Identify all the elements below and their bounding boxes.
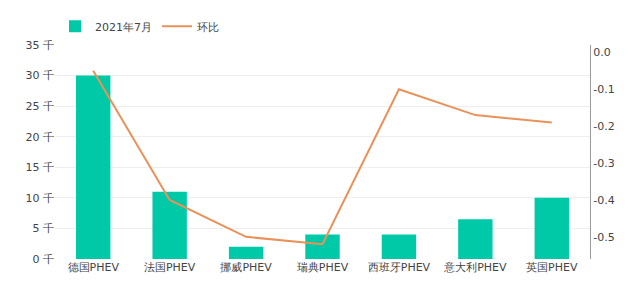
svg-text:0.0: 0.0 xyxy=(593,46,611,59)
svg-text:德国PHEV: 德国PHEV xyxy=(68,261,120,274)
svg-text:10 千: 10 千 xyxy=(26,192,55,205)
svg-text:意大利PHEV: 意大利PHEV xyxy=(443,261,507,274)
svg-text:15 千: 15 千 xyxy=(26,161,55,174)
svg-text:-0.1: -0.1 xyxy=(593,83,614,96)
svg-text:-0.4: -0.4 xyxy=(593,194,614,207)
svg-text:瑞典PHEV: 瑞典PHEV xyxy=(297,261,349,274)
svg-text:35 千: 35 千 xyxy=(26,39,55,52)
svg-text:英国PHEV: 英国PHEV xyxy=(526,261,578,274)
svg-text:25 千: 25 千 xyxy=(26,100,55,113)
svg-text:-0.2: -0.2 xyxy=(593,120,614,133)
svg-text:环比: 环比 xyxy=(197,21,219,34)
svg-text:挪威PHEV: 挪威PHEV xyxy=(220,261,272,274)
svg-text:-0.3: -0.3 xyxy=(593,157,614,170)
svg-text:西班牙PHEV: 西班牙PHEV xyxy=(368,261,431,274)
svg-text:-0.5: -0.5 xyxy=(593,231,614,244)
svg-text:0 千: 0 千 xyxy=(33,253,55,266)
svg-text:法国PHEV: 法国PHEV xyxy=(144,261,196,274)
svg-text:30 千: 30 千 xyxy=(26,69,55,82)
svg-text:2021年7月: 2021年7月 xyxy=(95,21,152,34)
svg-text:20 千: 20 千 xyxy=(26,131,55,144)
svg-text:5 千: 5 千 xyxy=(33,222,55,235)
